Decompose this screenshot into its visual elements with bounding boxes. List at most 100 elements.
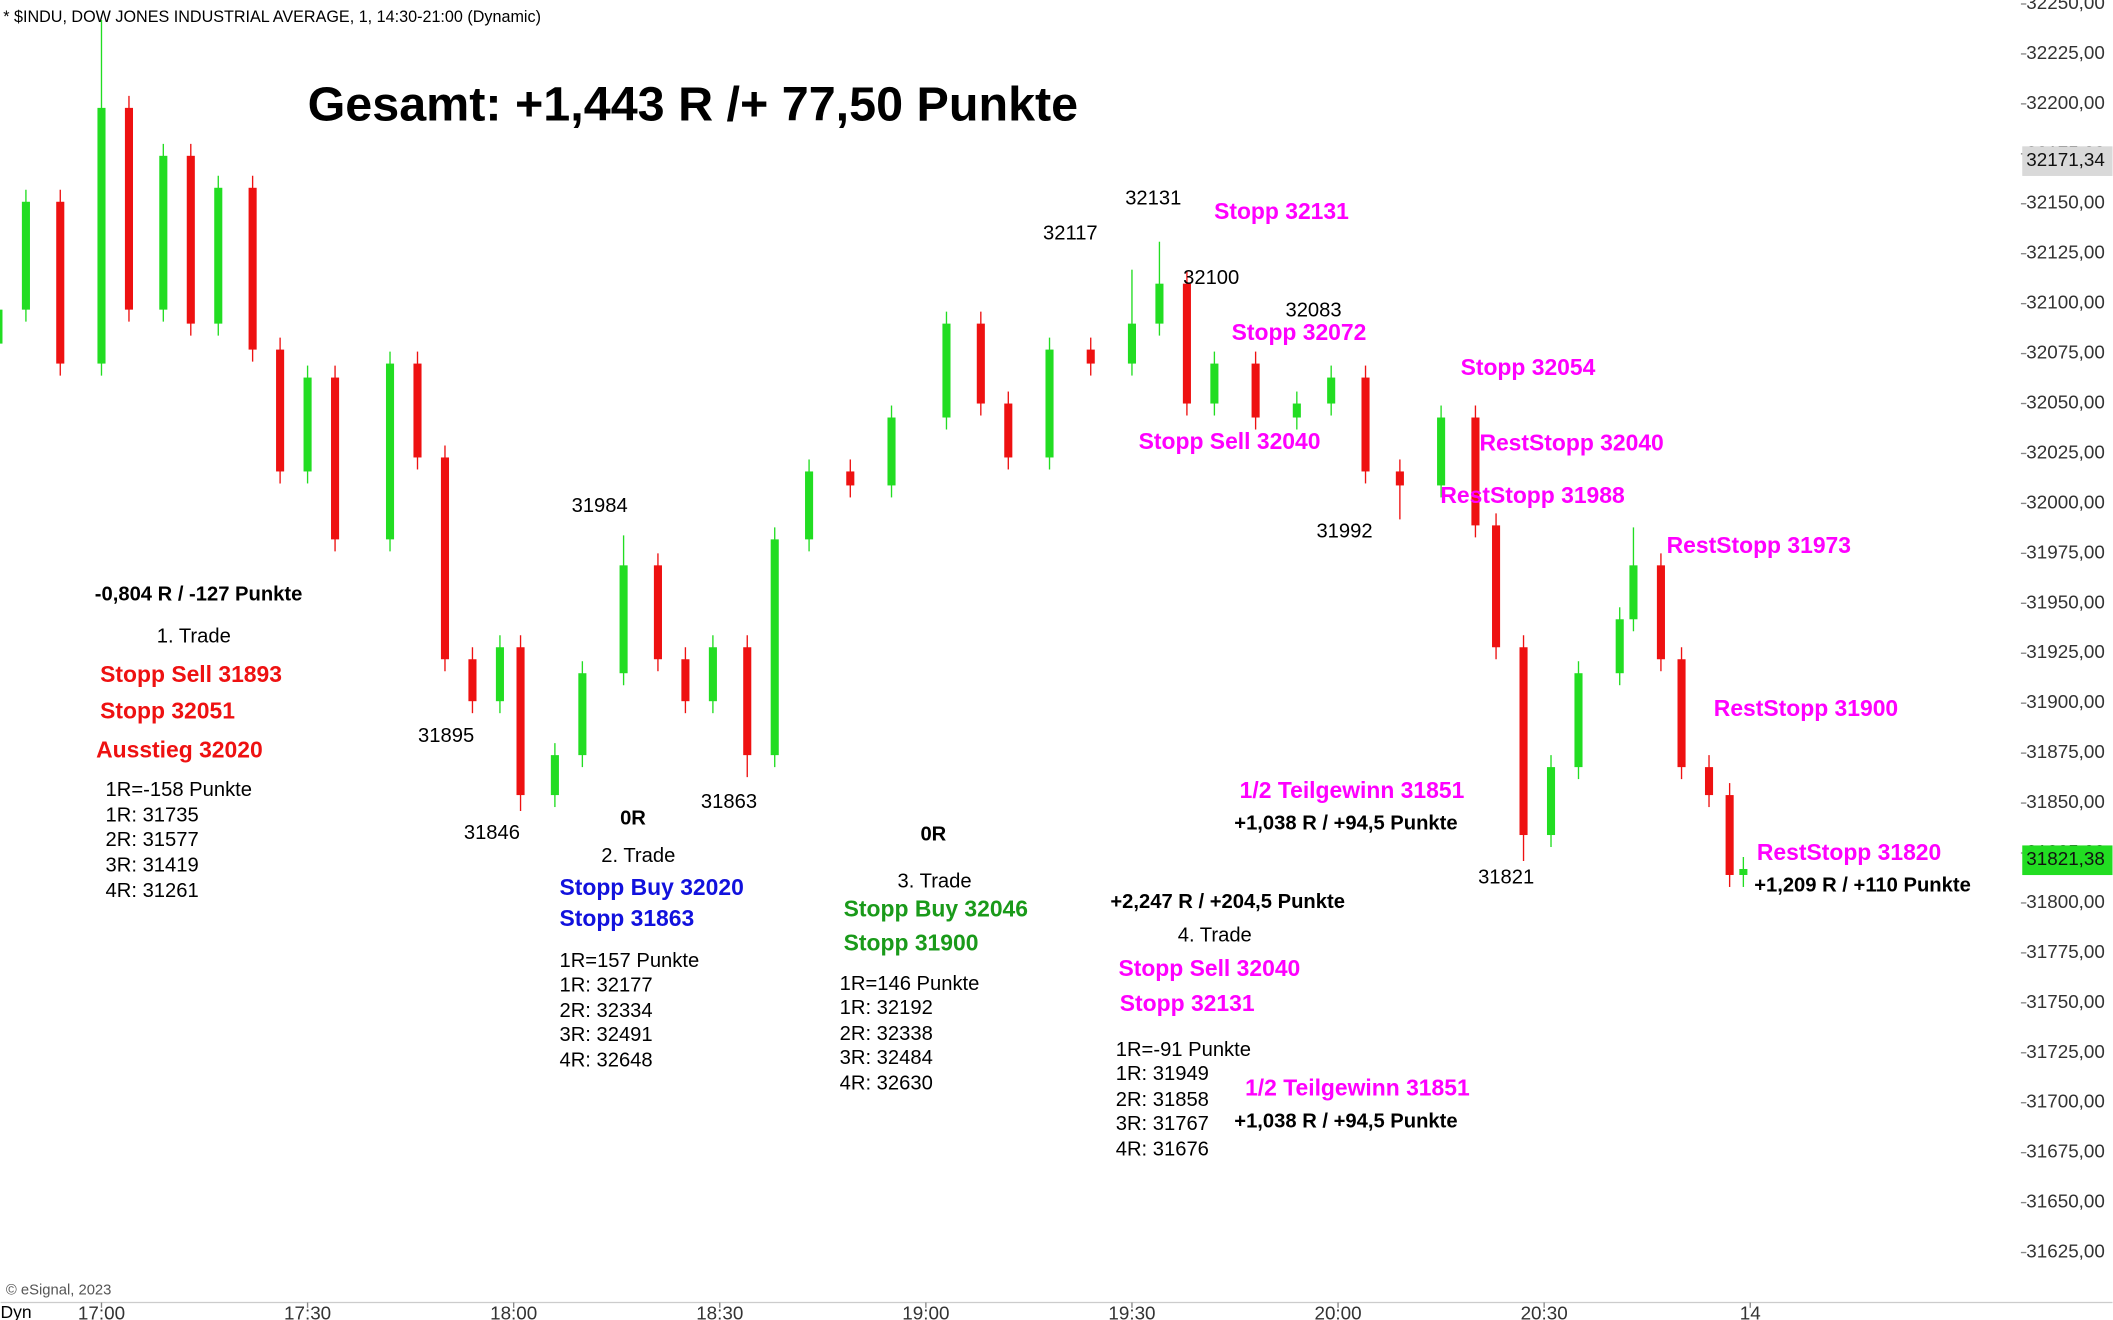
- annotation: 31846: [464, 822, 520, 844]
- y-tick-label: 31950,00: [2026, 591, 2105, 612]
- annotation: 1R: 32177: [559, 974, 652, 996]
- candle-body: [770, 539, 779, 756]
- x-tick-label: 20:00: [1314, 1303, 1361, 1320]
- annotation: 31992: [1316, 520, 1372, 542]
- footer: © eSignal, 2023: [6, 1282, 112, 1298]
- candle-body: [303, 377, 312, 472]
- annotation: RestStopp 31988: [1440, 482, 1625, 508]
- annotation: 0R: [920, 823, 946, 845]
- y-tick-label: 31750,00: [2026, 991, 2105, 1012]
- annotation: Stopp Sell 32040: [1118, 955, 1300, 981]
- candle-body: [578, 673, 587, 756]
- annotation: RestStopp 31900: [1714, 695, 1898, 721]
- candle-body: [1251, 363, 1260, 418]
- y-tick-label: 31925,00: [2026, 641, 2105, 662]
- annotation: RestStopp 32040: [1479, 430, 1663, 456]
- candle-body: [1210, 363, 1219, 404]
- candle-body: [331, 377, 340, 540]
- price-marker-label: 32171,34: [2026, 149, 2105, 170]
- price-marker-label: 31821,38: [2026, 848, 2105, 869]
- annotation: 3R: 32484: [840, 1047, 933, 1069]
- candle-body: [1656, 565, 1665, 660]
- candle-body: [1395, 471, 1404, 486]
- candle-body: [1155, 283, 1164, 324]
- annotation: RestStopp 31820: [1757, 839, 1941, 865]
- candle-body: [887, 417, 896, 486]
- y-tick-label: 31700,00: [2026, 1091, 2105, 1112]
- candle-body: [1127, 323, 1136, 364]
- candle-body: [124, 107, 134, 310]
- candle-body: [708, 647, 717, 702]
- annotation: 1R: 31735: [106, 805, 199, 827]
- y-tick-label: 32075,00: [2026, 342, 2105, 363]
- x-tick-label: 17:30: [284, 1303, 331, 1320]
- candle-body: [276, 349, 285, 472]
- y-tick-label: 32000,00: [2026, 491, 2105, 512]
- annotation: Stopp 32072: [1232, 319, 1367, 345]
- candle-body: [1725, 795, 1734, 875]
- y-tick-label: 31650,00: [2026, 1191, 2105, 1212]
- annotation: 1R=-158 Punkte: [106, 779, 252, 801]
- annotation: 1R=-91 Punkte: [1116, 1039, 1251, 1061]
- annotation: Stopp 32054: [1461, 354, 1596, 380]
- y-tick-label: 32150,00: [2026, 192, 2105, 213]
- candle-body: [1292, 403, 1301, 418]
- annotation: Ausstieg 32020: [96, 737, 263, 763]
- candle-body: [0, 309, 3, 344]
- annotation: 1R: 31949: [1116, 1063, 1209, 1085]
- candle-body: [1677, 659, 1686, 768]
- candle-body: [1519, 647, 1528, 836]
- annotation: 31895: [418, 725, 474, 747]
- annotation: Stopp 31900: [844, 929, 979, 955]
- candle-body: [942, 323, 951, 418]
- candle-body: [468, 659, 477, 702]
- annotation: 2R: 32338: [840, 1023, 933, 1045]
- x-tick-label: 20:30: [1521, 1303, 1568, 1320]
- annotation: Stopp Buy 32020: [559, 874, 743, 900]
- candle-body: [1327, 377, 1336, 404]
- mode-label: Dyn: [1, 1302, 32, 1320]
- y-tick-label: 32025,00: [2026, 441, 2105, 462]
- candle-body: [1437, 417, 1446, 486]
- candle-body: [159, 155, 168, 310]
- x-tick-label: 18:30: [696, 1303, 743, 1320]
- candle-body: [385, 363, 395, 540]
- candle-body: [976, 323, 985, 404]
- y-tick-label: 31850,00: [2026, 791, 2105, 812]
- annotation: 2R: 32334: [559, 1000, 652, 1022]
- annotation: RestStopp 31973: [1667, 532, 1851, 558]
- candle-body: [1471, 417, 1480, 526]
- y-tick-label: 32050,00: [2026, 392, 2105, 413]
- candle-body: [1045, 349, 1054, 458]
- y-tick-label: 32200,00: [2026, 92, 2105, 113]
- annotation: Stopp 31863: [559, 905, 694, 931]
- candle-body: [1704, 767, 1714, 796]
- x-tick-label: 17:00: [78, 1303, 125, 1320]
- y-tick-label: 32225,00: [2026, 42, 2105, 63]
- chart-title: Gesamt: +1,443 R /+ 77,50 Punkte: [308, 78, 1079, 132]
- candle-body: [56, 201, 65, 364]
- candle-body: [516, 647, 525, 796]
- candle-body: [681, 659, 690, 702]
- annotation: Stopp 32131: [1120, 990, 1255, 1016]
- x-tick-label: 19:30: [1108, 1303, 1155, 1320]
- candle-body: [653, 565, 662, 660]
- y-tick-label: 32125,00: [2026, 242, 2105, 263]
- annotation: 32117: [1043, 223, 1098, 245]
- candle-body: [214, 187, 223, 324]
- candle-body: [619, 565, 628, 674]
- annotation: 2. Trade: [601, 845, 675, 867]
- y-tick-label: 31800,00: [2026, 891, 2105, 912]
- candle-body: [1739, 868, 1748, 875]
- candle-body: [495, 647, 504, 702]
- price-axis-area: [2020, 0, 2113, 1304]
- candle-body: [1629, 565, 1638, 620]
- annotation: 32083: [1285, 299, 1341, 321]
- annotation: 3R: 31419: [106, 854, 199, 876]
- annotation: Stopp Sell 32040: [1139, 428, 1321, 454]
- candle-body: [248, 187, 257, 350]
- y-tick-label: 31875,00: [2026, 741, 2105, 762]
- x-tick-label: 18:00: [490, 1303, 537, 1320]
- annotation: 2R: 31577: [106, 829, 199, 851]
- candle-body: [97, 107, 106, 364]
